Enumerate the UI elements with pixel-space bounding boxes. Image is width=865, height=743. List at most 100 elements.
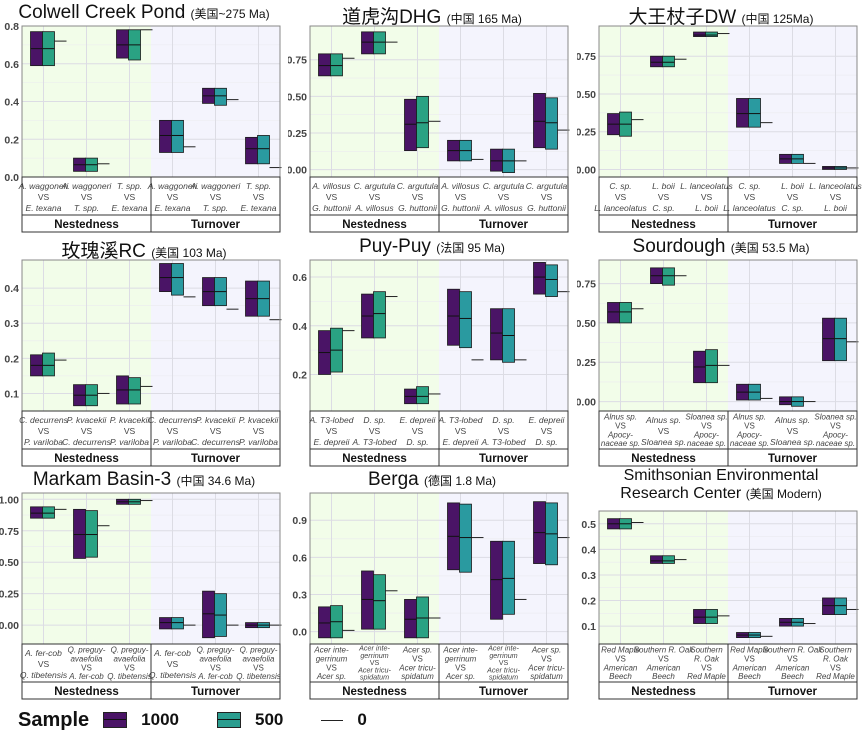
x-category-label: L. boii: [781, 181, 805, 191]
chart-panel: 大王杖子DW (中国 125Ma) 0.00 0.25 0.50 0.75 C. sp. V…: [577, 0, 865, 233]
y-tick-label: 0.2: [581, 596, 596, 608]
x-category-label: L. lanceolatus: [680, 181, 733, 191]
x-category-label: gerrinum: [360, 651, 388, 660]
y-tick-label: 0.4: [292, 321, 307, 333]
box-1000: [779, 396, 792, 406]
x-category-label: Sloanea sp.: [814, 413, 856, 422]
box-500: [171, 119, 184, 153]
group-label-nestedness: Nestedness: [54, 219, 119, 231]
group-label-nestedness: Nestedness: [631, 686, 696, 698]
x-category-label: Sloanea sp.: [770, 437, 815, 447]
box-1000: [693, 31, 706, 37]
x-category-label: VS: [455, 426, 467, 436]
panel-title-main: Colwell Creek Pond: [18, 2, 191, 23]
x-category-label: Q. preguy-: [240, 646, 278, 655]
x-category-label: Acer inte-: [442, 646, 478, 655]
box-500: [257, 135, 270, 165]
legend-label-0: 0: [357, 710, 367, 729]
x-category-label: VS: [253, 663, 264, 672]
x-category-label: spidatum: [489, 673, 518, 682]
x-category-label: naceae sp.: [730, 439, 769, 448]
x-category-label: Q. tibetensis: [149, 670, 197, 680]
box-1000: [404, 98, 417, 152]
x-category-label: A. fer-cob: [68, 672, 104, 681]
x-category-label: A. waggoneri: [61, 181, 113, 191]
panel-title-line1: Smithsonian Environmental: [623, 467, 819, 484]
panel-title: 道虎沟DHG (中国 165 Ma): [288, 2, 576, 29]
group-label-turnover: Turnover: [191, 686, 241, 698]
box-500: [171, 617, 184, 630]
x-category-label: Red Maple: [816, 672, 855, 681]
group-label-turnover: Turnover: [479, 453, 529, 465]
x-category-label: D. sp.: [406, 437, 428, 447]
y-tick-label: 0.25: [0, 589, 19, 601]
x-category-label: Apocy-: [736, 430, 762, 439]
group-label-turnover: Turnover: [768, 453, 818, 465]
x-category-label: naceae sp.: [601, 439, 640, 448]
x-category-label: Beech: [781, 672, 804, 681]
box-500: [662, 267, 675, 286]
x-category-label: Acer sp.: [445, 672, 475, 681]
y-tick-label: 0.00: [0, 620, 19, 632]
x-category-label: VS: [369, 426, 381, 436]
panel-title-main: 道虎沟DHG: [342, 7, 447, 28]
y-tick-label: 0.4: [4, 97, 19, 109]
box-1000: [73, 508, 86, 559]
box-1000: [447, 288, 460, 346]
x-category-label: VS: [412, 426, 424, 436]
chart-panel: Markam Basin-3 (中国 34.6 Ma) 0.00 0.25 0.50 0…: [0, 467, 288, 700]
panel-title: Berga (德国 1.8 Ma): [288, 469, 576, 491]
box-1000: [245, 136, 258, 165]
box-500: [42, 506, 55, 519]
x-category-label: VS: [615, 655, 626, 664]
panel-subtitle: (美国 53.5 Ma): [730, 241, 810, 255]
box-1000: [533, 262, 546, 295]
box-500: [373, 574, 386, 630]
y-tick-label: 0.3: [581, 570, 596, 582]
box-500: [373, 291, 386, 339]
x-category-label: VS: [658, 655, 669, 664]
box-500: [459, 503, 472, 573]
y-tick-label: 0.0: [292, 627, 307, 639]
panel-subtitle: (美国 103 Ma): [151, 246, 227, 260]
x-category-label: Southern: [690, 646, 723, 655]
x-category-label: Acer tricu-: [527, 663, 565, 672]
x-category-label: VS: [81, 192, 93, 202]
x-category-label: C. argutula: [397, 181, 439, 191]
panel-title-main: 大王杖子DW: [628, 7, 742, 28]
y-tick-label: 0.4: [581, 544, 596, 556]
y-tick-label: 0.00: [577, 397, 596, 409]
x-category-label: Acer inte-: [487, 644, 519, 653]
x-category-label: L. lanceolatus: [809, 181, 862, 191]
x-category-label: C. argutula: [526, 181, 568, 191]
x-category-label: L. boii: [652, 181, 676, 191]
x-category-label: Acer tricu-: [398, 663, 436, 672]
x-category-label: VS: [541, 426, 553, 436]
x-category-label: gerrinum: [316, 655, 348, 664]
box-500: [330, 53, 343, 77]
legend-label-500: 500: [254, 710, 284, 729]
legend: Sample 1000 500 0: [18, 702, 405, 738]
x-category-label: E. texana: [26, 203, 62, 213]
x-category-label: VS: [498, 426, 510, 436]
panel-subtitle: (中国 165 Ma): [446, 12, 522, 26]
x-category-label: VS: [541, 655, 552, 664]
box-500: [416, 596, 429, 639]
y-tick-label: 0.3: [4, 318, 19, 330]
x-category-label: VS: [38, 426, 50, 436]
x-category-label: VS: [658, 426, 670, 436]
y-tick-label: 0.75: [577, 279, 596, 291]
y-tick-label: 0.6: [292, 552, 307, 564]
x-category-label: VS: [701, 663, 712, 672]
box-1000: [822, 597, 835, 615]
box-500: [459, 291, 472, 349]
panel-title-main: Berga: [368, 469, 424, 490]
x-category-label: E. depreii: [443, 437, 480, 447]
x-category-label: Red Maple: [601, 646, 640, 655]
x-category-label: A. waggoneri: [147, 181, 199, 191]
x-category-label: A. waggoneri: [18, 181, 70, 191]
box-plot: 0.000.250.500.75C. sp.VSL. lanceolatusL.…: [577, 25, 862, 233]
x-category-label: VS: [326, 192, 338, 202]
